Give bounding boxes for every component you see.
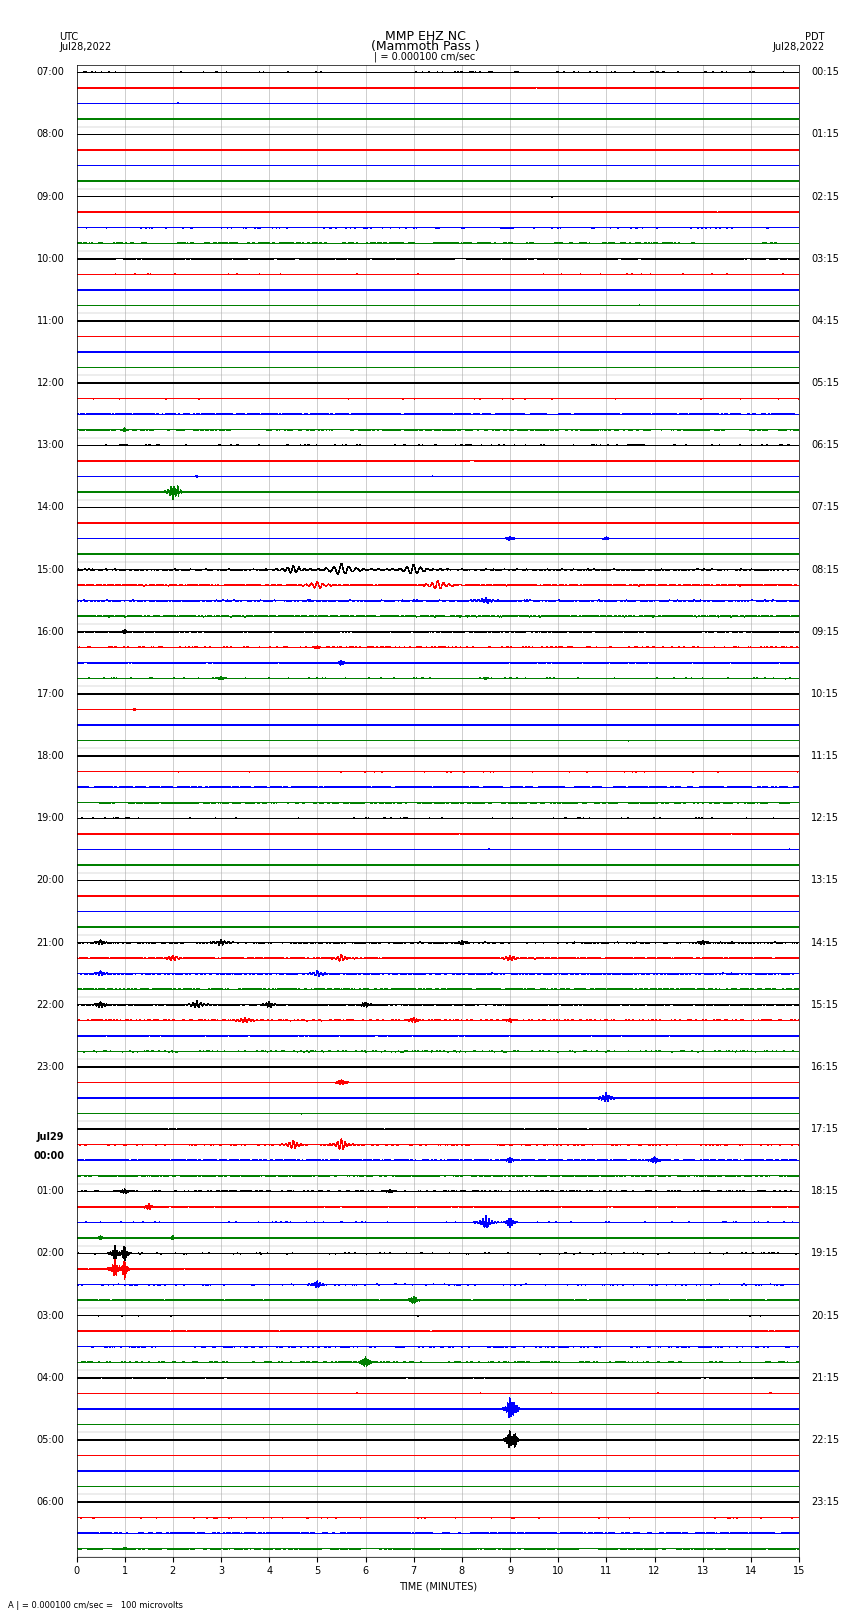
Text: 13:15: 13:15: [811, 876, 839, 886]
Text: PDT: PDT: [805, 32, 824, 42]
Text: Jul28,2022: Jul28,2022: [60, 42, 111, 52]
Text: Jul29: Jul29: [37, 1132, 65, 1142]
Text: 02:00: 02:00: [37, 1248, 65, 1258]
Text: 19:15: 19:15: [811, 1248, 839, 1258]
Text: 12:00: 12:00: [37, 377, 65, 389]
Text: 03:00: 03:00: [37, 1311, 65, 1321]
Text: 00:00: 00:00: [33, 1150, 65, 1161]
X-axis label: TIME (MINUTES): TIME (MINUTES): [399, 1582, 477, 1592]
Text: 10:15: 10:15: [811, 689, 839, 698]
Text: 17:15: 17:15: [811, 1124, 839, 1134]
Text: 22:00: 22:00: [37, 1000, 65, 1010]
Text: | = 0.000100 cm/sec: | = 0.000100 cm/sec: [374, 52, 476, 63]
Text: 14:15: 14:15: [811, 937, 839, 948]
Text: 15:00: 15:00: [37, 565, 65, 574]
Text: 07:00: 07:00: [37, 68, 65, 77]
Text: 00:15: 00:15: [811, 68, 839, 77]
Text: 06:00: 06:00: [37, 1497, 65, 1507]
Text: (Mammoth Pass ): (Mammoth Pass ): [371, 40, 479, 53]
Text: MMP EHZ NC: MMP EHZ NC: [384, 31, 466, 44]
Text: 20:00: 20:00: [37, 876, 65, 886]
Text: 18:15: 18:15: [811, 1186, 839, 1197]
Text: 11:15: 11:15: [811, 752, 839, 761]
Text: 19:00: 19:00: [37, 813, 65, 823]
Text: 02:15: 02:15: [811, 192, 839, 202]
Text: 21:15: 21:15: [811, 1373, 839, 1382]
Text: 11:00: 11:00: [37, 316, 65, 326]
Text: 05:15: 05:15: [811, 377, 839, 389]
Text: 09:15: 09:15: [811, 627, 839, 637]
Text: 08:00: 08:00: [37, 129, 65, 139]
Text: 20:15: 20:15: [811, 1311, 839, 1321]
Text: 10:00: 10:00: [37, 253, 65, 265]
Text: 13:00: 13:00: [37, 440, 65, 450]
Text: 04:15: 04:15: [811, 316, 839, 326]
Text: 01:15: 01:15: [811, 129, 839, 139]
Text: 05:00: 05:00: [37, 1436, 65, 1445]
Text: 22:15: 22:15: [811, 1436, 839, 1445]
Text: 09:00: 09:00: [37, 192, 65, 202]
Text: 15:15: 15:15: [811, 1000, 839, 1010]
Text: 23:00: 23:00: [37, 1061, 65, 1073]
Text: 14:00: 14:00: [37, 503, 65, 513]
Text: 04:00: 04:00: [37, 1373, 65, 1382]
Text: 03:15: 03:15: [811, 253, 839, 265]
Text: A | = 0.000100 cm/sec =   100 microvolts: A | = 0.000100 cm/sec = 100 microvolts: [8, 1602, 184, 1610]
Text: 12:15: 12:15: [811, 813, 839, 823]
Text: 18:00: 18:00: [37, 752, 65, 761]
Text: 21:00: 21:00: [37, 937, 65, 948]
Text: Jul28,2022: Jul28,2022: [773, 42, 824, 52]
Text: 17:00: 17:00: [37, 689, 65, 698]
Text: 16:00: 16:00: [37, 627, 65, 637]
Text: 07:15: 07:15: [811, 503, 839, 513]
Text: UTC: UTC: [60, 32, 78, 42]
Text: 23:15: 23:15: [811, 1497, 839, 1507]
Text: 01:00: 01:00: [37, 1186, 65, 1197]
Text: 16:15: 16:15: [811, 1061, 839, 1073]
Text: 08:15: 08:15: [811, 565, 839, 574]
Text: 06:15: 06:15: [811, 440, 839, 450]
